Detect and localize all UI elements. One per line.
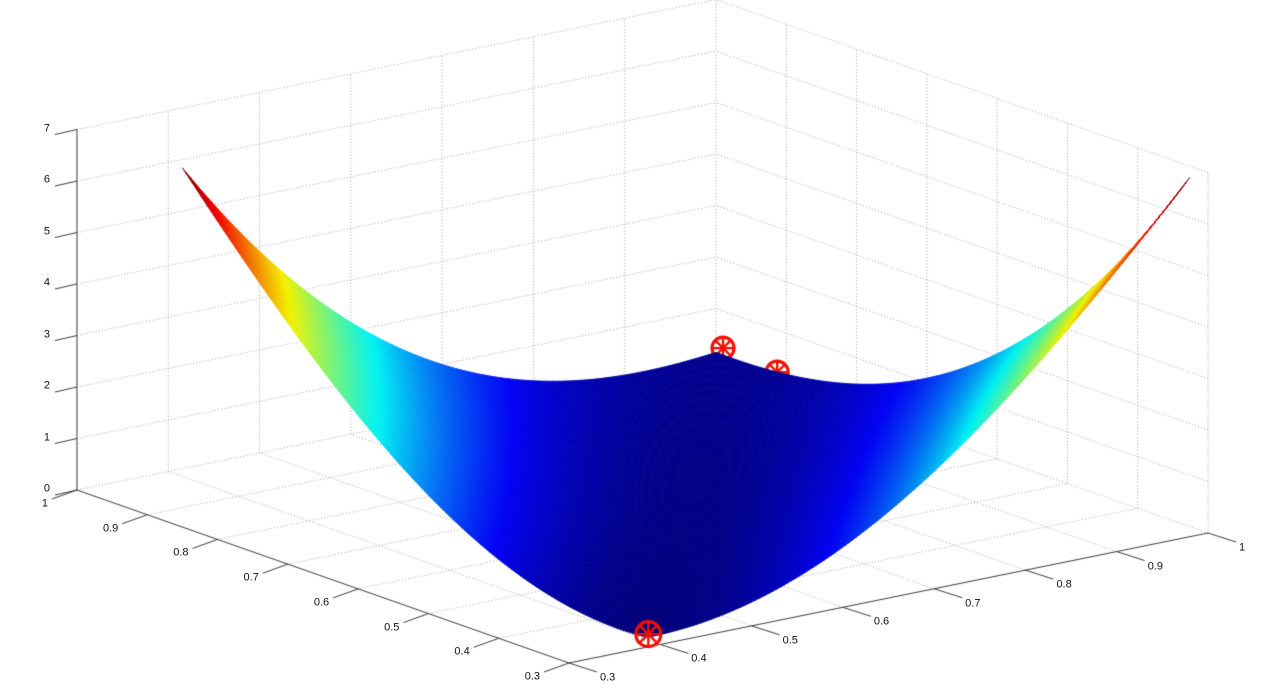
matlab-3d-surface-figure: 0 1 2 3 4 5 6 7 1 0.9 0.8 0.7 0.6 0.5 0.4 0.3 0.3 0.4 0.5 0… bbox=[0, 0, 1280, 698]
surface-plot-canvas bbox=[0, 0, 1280, 698]
